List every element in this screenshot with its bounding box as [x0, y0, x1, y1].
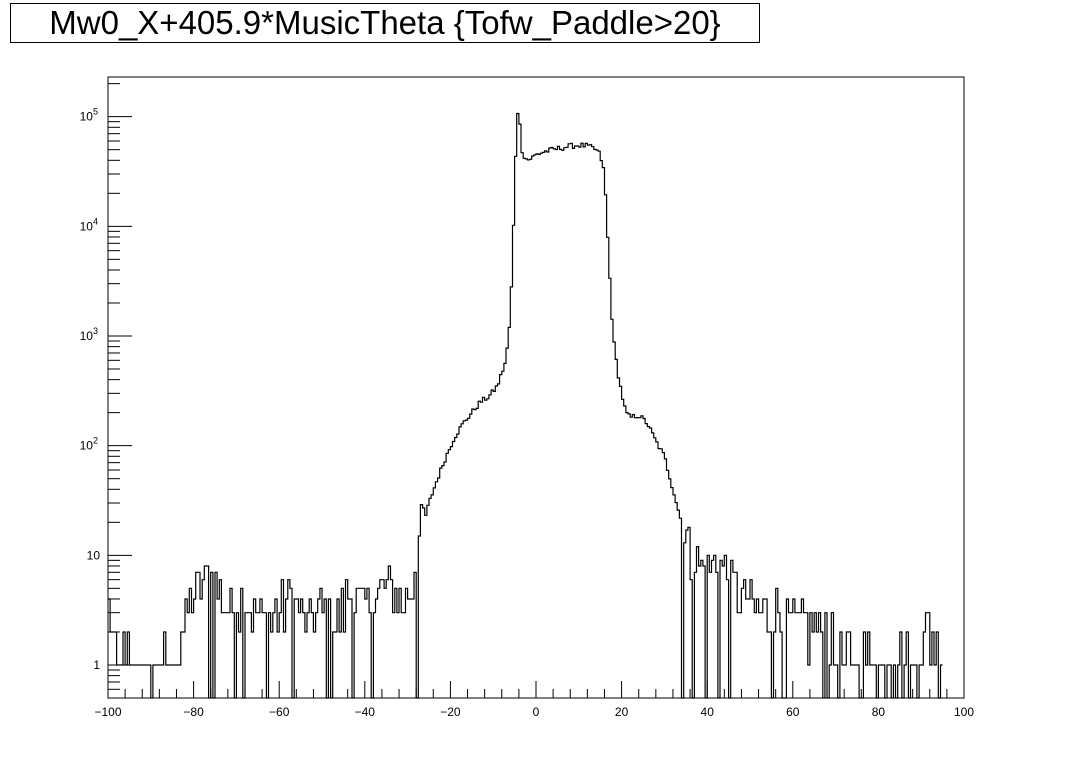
axis-ticks [107, 83, 965, 699]
chart-title-box: Mw0_X+405.9*MusicTheta {Tofw_Paddle>20} [10, 3, 760, 43]
y-tick-label: 104 [80, 216, 98, 233]
y-tick-label: 103 [80, 326, 98, 343]
x-tick-label: 100 [954, 705, 974, 719]
y-tick-label: 1 [93, 658, 100, 672]
chart-title: Mw0_X+405.9*MusicTheta {Tofw_Paddle>20} [49, 4, 721, 41]
x-tick-label: 20 [615, 705, 629, 719]
x-tick-label: 80 [872, 705, 886, 719]
x-tick-label: −60 [269, 705, 290, 719]
plot-frame [107, 76, 965, 699]
x-tick-label: −100 [94, 705, 121, 719]
x-tick-label: 40 [701, 705, 715, 719]
histogram-series-line [108, 112, 943, 699]
y-tick-label: 10 [87, 548, 101, 562]
x-tick-label: 0 [533, 705, 540, 719]
x-tick-label: 60 [786, 705, 800, 719]
y-tick-label: 105 [80, 107, 98, 124]
x-tick-label: −80 [183, 705, 204, 719]
y-tick-label: 102 [80, 436, 98, 453]
x-tick-label: −40 [355, 705, 376, 719]
x-tick-label: −20 [440, 705, 461, 719]
axis-tick-labels: −100 −80 −60 −40 −20 0 20 40 60 80 100 1 10 102 103 104… [80, 107, 975, 719]
